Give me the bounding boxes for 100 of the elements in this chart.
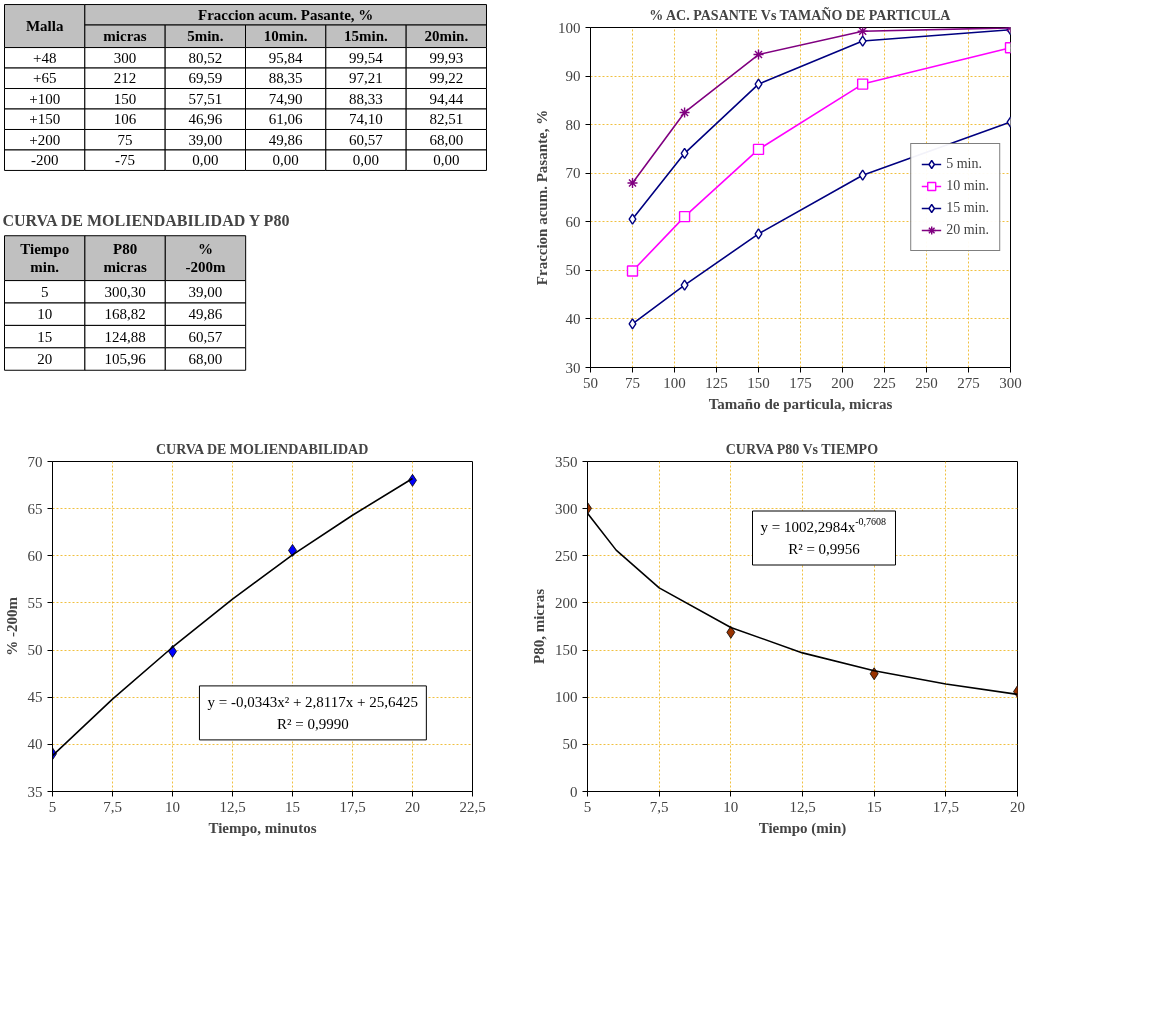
x-tick-label: 10min. <box>263 28 308 45</box>
chart-title: CURVA P80 Vs TIEMPO <box>725 441 879 457</box>
data-label: 60,57 <box>349 131 384 148</box>
x-tick-label: 225 <box>873 374 896 391</box>
y-tick-label: 60 <box>565 213 581 230</box>
y-tick-label: 0 <box>570 783 578 800</box>
y-tick-label: 60 <box>27 547 43 564</box>
y-tick-label: 70 <box>565 165 581 182</box>
y-tick-label: 65 <box>27 500 43 517</box>
x-axis-title: Tiempo, minutos <box>208 819 317 836</box>
y-tick-label: 50 <box>562 736 578 753</box>
x-tick-label: 50 <box>583 374 598 391</box>
data-label: 82,51 <box>429 111 464 128</box>
x-tick-label: 150 <box>747 374 770 391</box>
y-tick-label: 20 <box>37 351 53 368</box>
y-tick-label: 350 <box>555 453 578 470</box>
x-tick-label: 17,5 <box>339 798 366 815</box>
y-tick-label: 50 <box>27 642 43 659</box>
y-tick-label: +48 <box>32 49 57 66</box>
y-tick-label: -200 <box>30 152 59 169</box>
x-axis-title: Tamaño de particula, micras <box>708 395 893 412</box>
point <box>856 78 869 90</box>
data-label: 106 <box>113 111 137 128</box>
annotation: y = -0,0343x² + 2,8117x + 25,6425 <box>207 693 419 710</box>
data-label: 0,00 <box>192 152 219 169</box>
y-tick-label: 80 <box>565 116 581 133</box>
data-label: 212 <box>113 70 137 87</box>
x-tick-label: 15 <box>285 798 300 815</box>
point <box>754 78 763 90</box>
data-label: 57,51 <box>188 90 223 107</box>
y-axis-title: % -200m <box>3 596 20 656</box>
x-tick-label: 125 <box>705 374 728 391</box>
x-tick-label: 12,5 <box>789 798 816 815</box>
annotation: R² = 0,9956 <box>788 541 861 557</box>
x-tick-label: 200 <box>831 374 854 391</box>
x-tick-label: P80 micras <box>103 241 147 275</box>
x-tick-label: 20 <box>405 798 420 815</box>
y-axis-title: Tiempo min. <box>20 241 70 275</box>
y-tick-label: +65 <box>32 70 57 87</box>
point <box>856 27 869 37</box>
point <box>626 265 639 277</box>
data-label: 99,54 <box>349 49 384 66</box>
data-label: 105,96 <box>104 351 147 368</box>
point <box>752 143 765 156</box>
y-tick-label: 300 <box>555 500 578 517</box>
point <box>678 106 691 119</box>
data-label: 74,90 <box>268 90 303 107</box>
x-tick-label: 5 <box>583 798 592 815</box>
y-tick-label: 30 <box>565 359 581 376</box>
data-label: 46,96 <box>188 111 223 128</box>
x-tick-label: 10 <box>723 798 739 815</box>
data-label: 49,86 <box>268 131 304 148</box>
x-tick-label: 7,5 <box>103 798 122 815</box>
data-label: 0,00 <box>352 152 380 169</box>
point <box>754 228 763 240</box>
data-label: 88,35 <box>268 70 303 87</box>
data-label: 75 <box>117 131 133 148</box>
x-tick-label: 175 <box>789 374 812 391</box>
annotation: R² = 0,9990 <box>277 715 349 732</box>
data-label: 150 <box>113 90 137 107</box>
chart-title: % AC. PASANTE Vs TAMAÑO DE PARTICULA <box>649 5 952 23</box>
point <box>680 147 689 159</box>
y-tick-label: 5 <box>40 283 49 300</box>
data-label: 69,59 <box>188 70 223 87</box>
data-label: 168,82 <box>104 306 146 323</box>
x-tick-label: 17,5 <box>932 798 959 815</box>
chart-title: CURVA DE MOLIENDABILIDAD Y P80 <box>2 211 290 229</box>
y-tick-label: 15 <box>37 328 53 345</box>
data-label: 300 <box>113 49 137 66</box>
x-tick-label: 15min. <box>344 28 389 45</box>
legend-label: 20 min. <box>946 222 989 238</box>
data-label: 99,22 <box>429 70 464 87</box>
x-tick-label: 250 <box>915 374 938 391</box>
x-tick-label: 75 <box>625 374 640 391</box>
y-axis-title: Malla <box>25 18 64 35</box>
x-tick-label: 5min. <box>187 28 224 45</box>
x-tick-label: 15 <box>866 798 882 815</box>
x-tick-label: 275 <box>957 374 980 391</box>
y-axis-title: Fraccion acum. Pasante, % <box>534 109 550 286</box>
data-label: 68,00 <box>429 131 464 148</box>
x-tick-label: 7,5 <box>649 798 669 815</box>
data-label: 60,57 <box>188 328 223 345</box>
y-tick-label: 150 <box>555 642 578 659</box>
x-tick-label: 20 <box>1010 798 1025 815</box>
y-tick-label: 70 <box>27 453 43 470</box>
data-label: 300,30 <box>104 283 146 300</box>
y-tick-label: 40 <box>565 310 581 327</box>
data-label: 99,93 <box>429 49 464 66</box>
data-label: 94,44 <box>429 90 464 107</box>
y-tick-label: 90 <box>565 68 581 85</box>
x-tick-label: 100 <box>663 374 686 391</box>
legend-label: 5 min. <box>946 156 982 172</box>
x-tick-label: 22,5 <box>459 798 486 815</box>
y-tick-label: +100 <box>29 90 61 107</box>
data-label: 124,88 <box>104 328 146 345</box>
data-label: 80,52 <box>188 49 223 66</box>
x-tick-label: 300 <box>999 374 1022 391</box>
point <box>626 177 639 189</box>
y-tick-label: 250 <box>555 547 578 564</box>
x-tick-label: micras <box>103 28 147 45</box>
